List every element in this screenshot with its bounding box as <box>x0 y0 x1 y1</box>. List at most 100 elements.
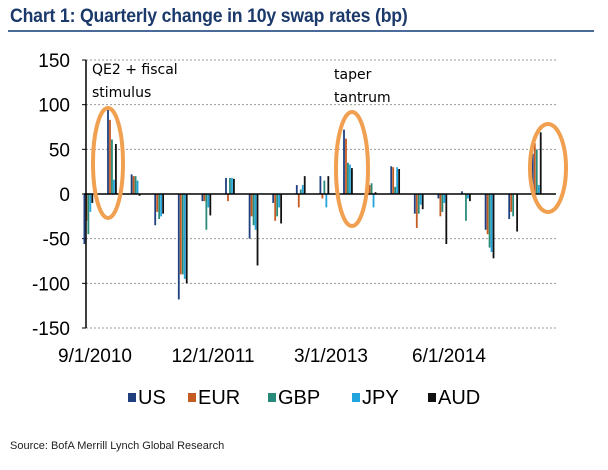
y-tick-label: -100 <box>32 274 70 295</box>
x-tick-label: 3/1/2013 <box>294 346 368 367</box>
bar-us <box>461 191 463 194</box>
chart-title: Chart 1: Quarterly change in 10y swap ra… <box>10 6 408 27</box>
bar-gbp <box>252 194 255 226</box>
annotation-text: QE2 + fiscal <box>92 62 178 78</box>
bar-jpy <box>231 177 233 194</box>
bar-us <box>413 194 416 214</box>
bar-jpy <box>372 194 375 208</box>
bar-eur <box>392 167 395 194</box>
annotation-text: taper <box>334 67 372 83</box>
bar-gbp <box>441 194 444 212</box>
x-tick-label: 12/1/2011 <box>171 346 254 367</box>
bar-jpy <box>278 194 281 208</box>
legend-label-us: US <box>138 387 166 409</box>
bar-eur <box>321 194 324 199</box>
bar-gbp <box>205 194 208 230</box>
bar-jpy <box>467 194 469 199</box>
legend-label-aud: AUD <box>438 387 480 409</box>
bar-us <box>390 166 393 194</box>
x-tick-label: 6/1/2014 <box>412 346 486 367</box>
bar-us <box>107 106 109 194</box>
bar-eur <box>132 176 135 194</box>
bar-gbp <box>181 194 184 275</box>
bar-gbp <box>229 177 231 194</box>
bar-aud <box>233 178 235 194</box>
bar-aud <box>303 176 306 194</box>
legend-label-jpy: JPY <box>362 387 399 409</box>
bar-jpy <box>325 194 328 208</box>
bar-gbp <box>370 183 373 194</box>
y-tick-label: 50 <box>49 140 70 161</box>
bar-us <box>154 194 157 226</box>
bar-eur <box>510 194 513 212</box>
bar-eur <box>250 194 253 217</box>
bar-aud <box>185 194 188 284</box>
bar-us <box>130 174 133 194</box>
bar-aud <box>374 192 377 194</box>
bar-eur <box>345 138 347 194</box>
bar-jpy <box>183 194 186 279</box>
bar-us <box>531 153 534 194</box>
bar-eur <box>274 194 277 221</box>
bar-us <box>437 194 440 199</box>
bar-eur <box>486 194 489 235</box>
bar-eur <box>533 143 536 194</box>
highlight-ellipse <box>334 110 370 228</box>
annotation-text: stimulus <box>92 85 151 101</box>
x-tick-label: 9/1/2010 <box>58 346 132 367</box>
bar-jpy <box>89 194 92 212</box>
bar-gbp <box>134 176 137 194</box>
bar-gbp <box>299 189 302 194</box>
bar-aud <box>351 168 353 194</box>
bar-aud <box>492 194 495 259</box>
bar-eur <box>415 194 418 228</box>
bar-gbp <box>111 139 113 194</box>
bar-aud <box>138 194 141 196</box>
title-rule <box>8 30 594 32</box>
bar-us <box>272 194 275 203</box>
bar-us <box>201 194 204 202</box>
bar-us <box>248 194 251 239</box>
bar-jpy <box>207 194 210 208</box>
bar-gbp <box>512 194 515 217</box>
annotation-text: tantrum <box>334 90 391 106</box>
bar-eur <box>109 119 111 194</box>
bar-eur <box>297 194 300 208</box>
legend-swatch-jpy <box>352 393 360 402</box>
y-tick-label: -50 <box>43 230 70 251</box>
bar-eur <box>156 194 159 212</box>
highlight-ellipse <box>528 122 568 214</box>
bar-eur <box>227 194 229 202</box>
bar-us <box>295 185 298 194</box>
bar-aud <box>115 143 117 194</box>
bar-us <box>177 194 180 300</box>
bar-gbp <box>417 194 420 214</box>
source-note: Source: BofA Merrill Lynch Global Resear… <box>10 440 225 452</box>
bar-aud <box>280 194 283 224</box>
bar-jpy <box>136 180 139 194</box>
bar-gbp <box>158 194 161 220</box>
bar-gbp <box>323 180 326 194</box>
bar-jpy <box>490 194 493 253</box>
legend-label-gbp: GBP <box>278 387 320 409</box>
bar-gbp <box>488 194 491 248</box>
bar-aud <box>398 168 401 194</box>
bar-us <box>319 176 322 194</box>
bar-us <box>83 194 86 245</box>
bar-jpy <box>349 164 351 194</box>
legend-swatch-eur <box>188 393 196 402</box>
legend-swatch-us <box>128 393 136 402</box>
bar-gbp <box>535 149 538 194</box>
bar-aud <box>91 194 94 203</box>
bar-eur <box>203 194 206 202</box>
bar-aud <box>445 194 448 245</box>
bar-aud <box>539 132 542 194</box>
y-tick-label: 0 <box>59 185 70 206</box>
bar-aud <box>256 194 259 266</box>
bar-eur <box>368 185 371 194</box>
bar-jpy <box>537 185 540 194</box>
bar-aud <box>421 194 424 210</box>
bar-us <box>225 177 227 194</box>
